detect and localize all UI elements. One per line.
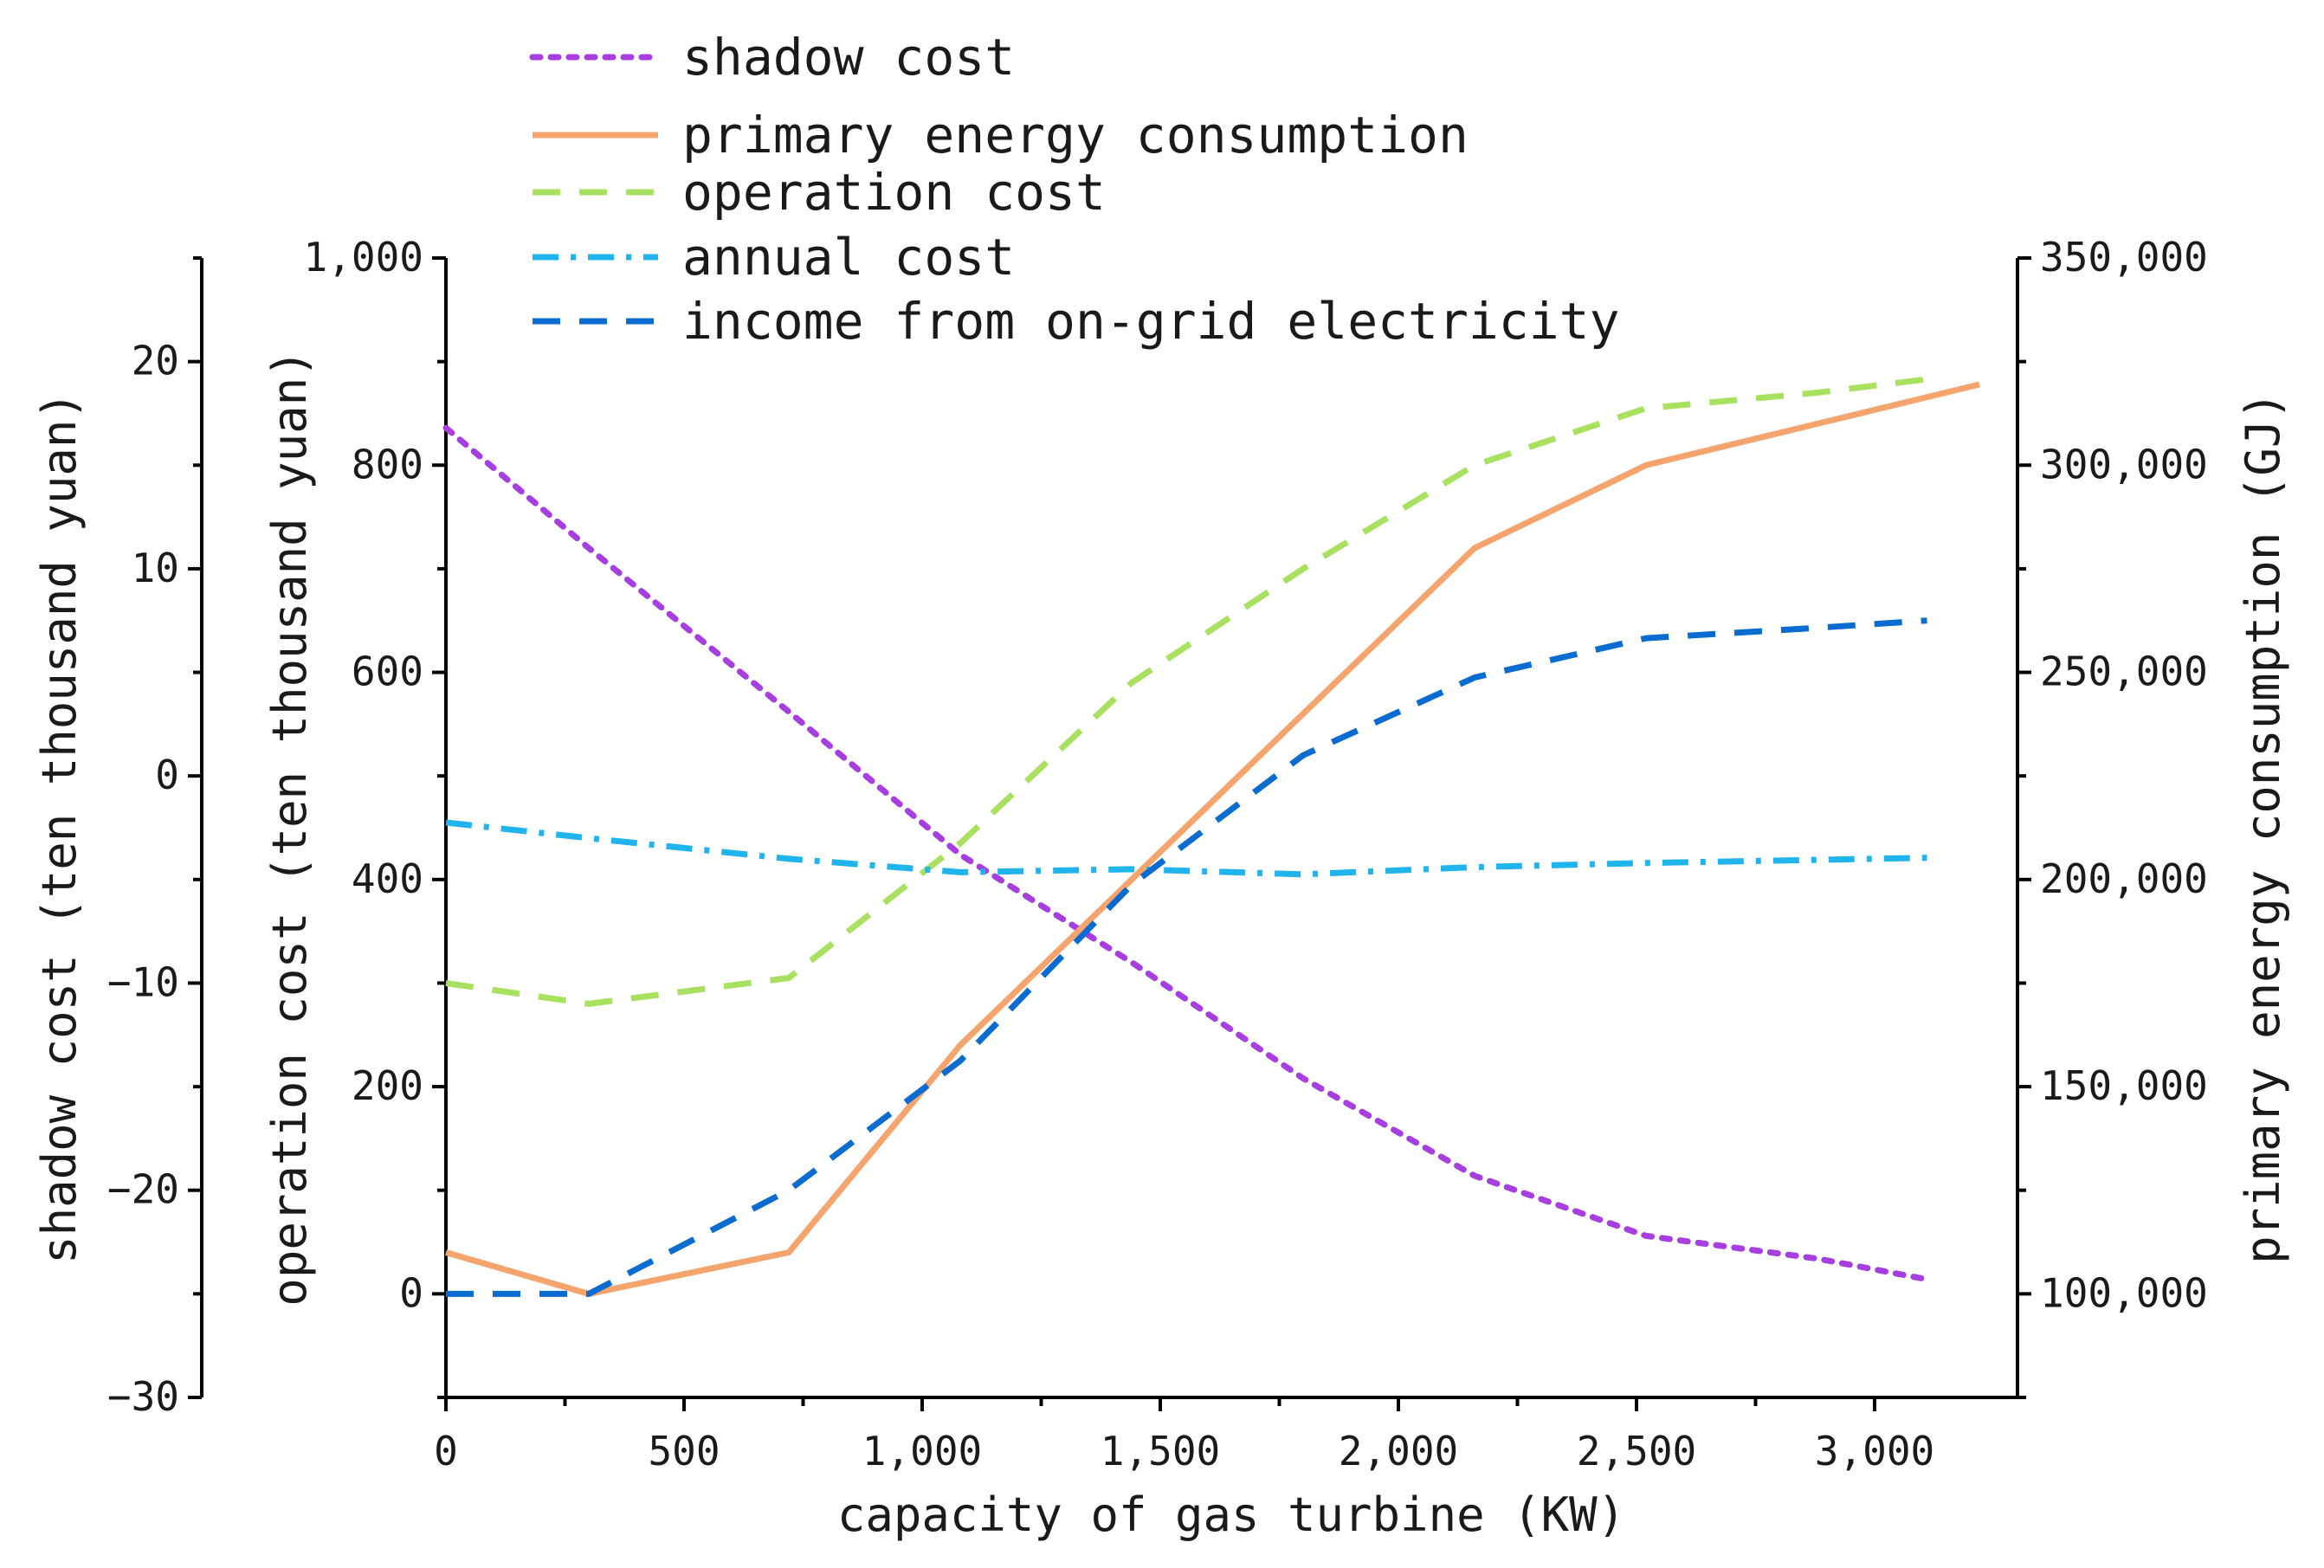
energy-tick-label: 100,000 bbox=[2040, 1269, 2208, 1316]
cost-tick-label: 800 bbox=[352, 441, 423, 487]
shadow-tick-label: 0 bbox=[155, 752, 179, 798]
legend-label: primary energy consumption bbox=[682, 106, 1469, 165]
ticks-layer: 0 500 1,000 1,500 2,000 2,500 3,00002004006008… bbox=[107, 234, 2208, 1474]
x-tick-label: 3,000 bbox=[1815, 1428, 1934, 1474]
shadow-tick-label: 10 bbox=[132, 545, 179, 591]
x-tick-label: 2,000 bbox=[1339, 1428, 1458, 1474]
energy-tick-label: 150,000 bbox=[2040, 1062, 2208, 1109]
series-annual-cost bbox=[445, 819, 1927, 878]
energy-axis-title: primary energy consumption (GJ) bbox=[2236, 391, 2290, 1264]
energy-tick-label: 350,000 bbox=[2040, 234, 2208, 281]
shadow-tick-label: −30 bbox=[107, 1373, 179, 1420]
x-axis-title: capacity of gas turbine (KW) bbox=[837, 1487, 1625, 1542]
energy-tick-label: 250,000 bbox=[2040, 648, 2208, 695]
axes-layer bbox=[200, 258, 2019, 1399]
series-shadow-cost bbox=[442, 424, 1930, 1283]
x-tick-label: 2,500 bbox=[1577, 1428, 1696, 1474]
cost-tick-label: 600 bbox=[352, 648, 423, 695]
shadow-axis-title: shadow cost (ten thousand yuan) bbox=[32, 391, 87, 1264]
shadow-tick-label: −20 bbox=[107, 1166, 179, 1213]
energy-tick-label: 300,000 bbox=[2040, 441, 2208, 487]
legend-label: annual cost bbox=[682, 228, 1015, 287]
shadow-tick-label: 20 bbox=[132, 338, 179, 384]
series-primary-energy-consumption bbox=[445, 381, 1980, 1297]
legend: shadow cost primary energy consumptionope… bbox=[529, 28, 1620, 351]
cost-tick-label: 200 bbox=[352, 1062, 423, 1109]
x-tick-label: 1,000 bbox=[862, 1428, 982, 1474]
shadow-tick-label: −10 bbox=[107, 958, 179, 1005]
series-operation-cost bbox=[445, 376, 1927, 1007]
cost-tick-label: 1,000 bbox=[304, 234, 423, 281]
x-tick-label: 0 bbox=[434, 1428, 458, 1474]
cost-axis-title: operation cost (ten thousand yuan) bbox=[262, 349, 317, 1306]
x-tick-label: 500 bbox=[648, 1428, 720, 1474]
series-income-from-on-grid-electricity bbox=[446, 617, 1927, 1297]
cost-tick-label: 400 bbox=[352, 855, 423, 902]
energy-tick-label: 200,000 bbox=[2040, 855, 2208, 902]
legend-label: income from on-grid electricity bbox=[682, 292, 1620, 351]
legend-label: operation cost bbox=[682, 163, 1106, 222]
series-layer bbox=[442, 376, 1980, 1297]
x-tick-label: 1,500 bbox=[1101, 1428, 1220, 1474]
legend-label: shadow cost bbox=[682, 28, 1015, 87]
cost-tick-label: 0 bbox=[399, 1269, 423, 1316]
